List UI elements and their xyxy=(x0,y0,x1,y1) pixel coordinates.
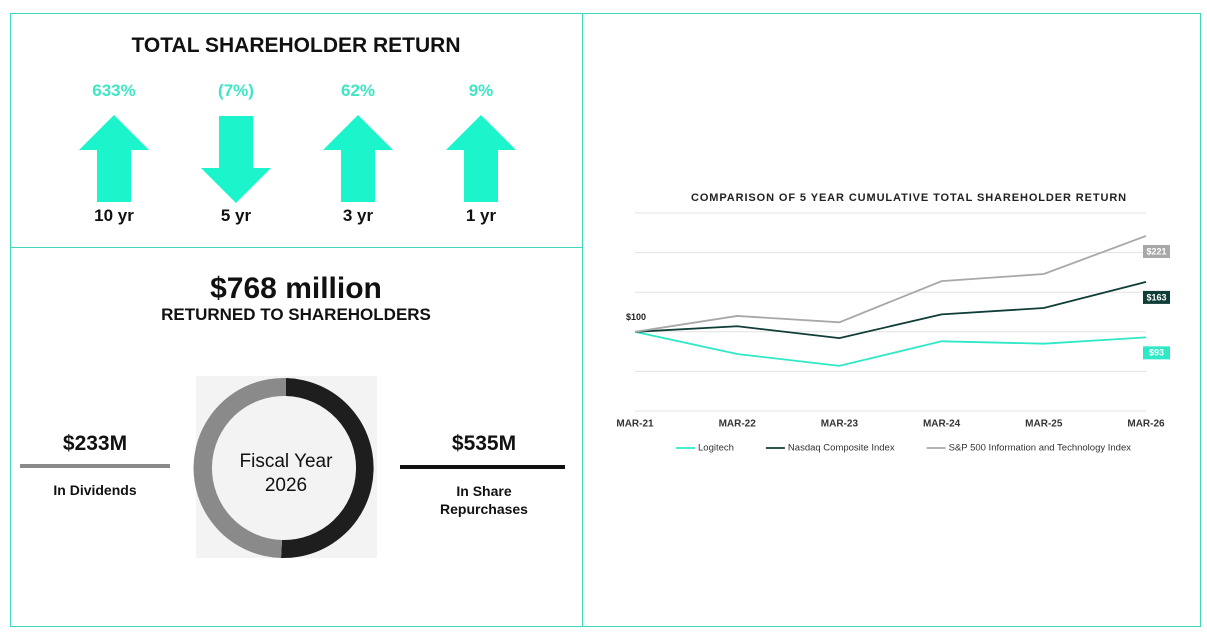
value-label: $100 xyxy=(626,312,646,322)
outer-border xyxy=(10,13,1201,627)
line-series xyxy=(634,235,1147,333)
value-label-box xyxy=(1143,244,1170,258)
repurchases-label: In Share Repurchases xyxy=(440,483,528,517)
legend-label: S&P 500 Information and Technology Index xyxy=(949,443,1132,454)
value-label: $93 xyxy=(1149,348,1164,358)
period-label: 5 yr xyxy=(220,206,252,225)
return-value: 633% xyxy=(92,81,136,100)
dividends-label: In Dividends xyxy=(53,482,137,498)
value-label-box xyxy=(1143,290,1170,304)
x-tick-label: MAR-21 xyxy=(616,419,654,430)
arrow xyxy=(323,115,393,202)
period-label: 1 yr xyxy=(465,206,497,225)
x-tick-label: MAR-26 xyxy=(1127,419,1165,430)
return-value: 9% xyxy=(468,81,494,100)
arrow xyxy=(79,115,149,202)
x-tick-label: MAR-25 xyxy=(1025,419,1063,430)
returned-subtitle: RETURNED TO SHAREHOLDERS xyxy=(161,305,431,324)
legend-label: Logitech xyxy=(698,443,734,454)
value-label-box xyxy=(1143,346,1170,360)
dividends-amount: $233M xyxy=(62,432,128,455)
donut-center-label: Fiscal Year 2026 xyxy=(239,451,333,496)
line-series xyxy=(634,330,1147,367)
period-label: 3 yr xyxy=(342,206,374,225)
x-tick-label: MAR-24 xyxy=(923,419,961,430)
arrow xyxy=(201,116,271,203)
x-tick-label: MAR-22 xyxy=(719,419,757,430)
repurchases-amount: $535M xyxy=(451,432,517,455)
chart-title: COMPARISON OF 5 YEAR CUMULATIVE TOTAL SH… xyxy=(691,192,1127,204)
return-value: 62% xyxy=(340,81,376,100)
legend-label: Nasdaq Composite Index xyxy=(788,443,895,454)
period-label: 10 yr xyxy=(94,206,134,225)
line-series xyxy=(634,281,1147,340)
x-tick-label: MAR-23 xyxy=(821,419,859,430)
returned-amount: $768 million xyxy=(210,272,382,305)
section-title: TOTAL SHAREHOLDER RETURN xyxy=(131,34,461,57)
return-value: (7%) xyxy=(218,81,254,100)
value-label: $163 xyxy=(1146,292,1166,302)
donut-segment xyxy=(193,377,286,558)
arrow xyxy=(446,115,516,202)
value-label: $221 xyxy=(1146,246,1166,256)
donut-segment xyxy=(281,378,374,559)
